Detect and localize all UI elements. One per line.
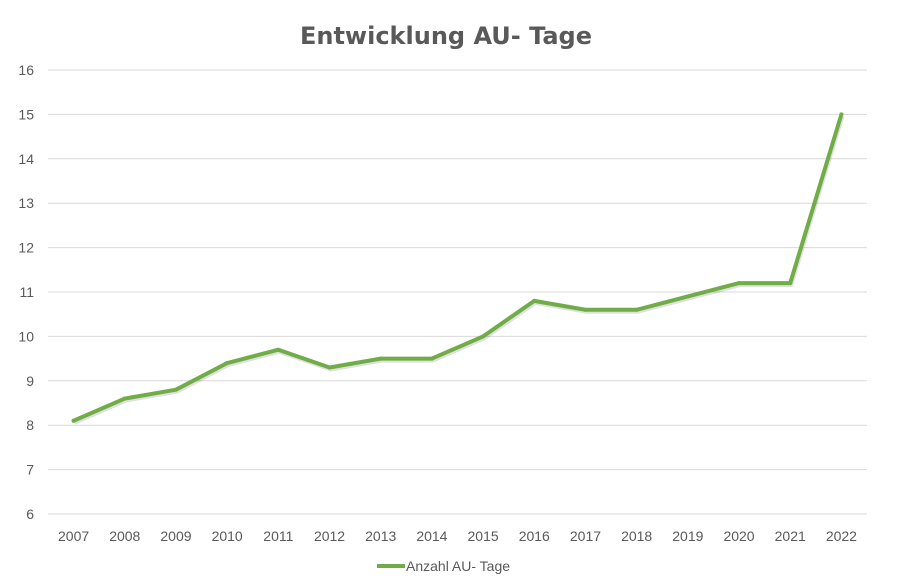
x-tick-label: 2020 (723, 528, 754, 544)
x-tick-label: 2012 (314, 528, 345, 544)
y-tick-label: 10 (18, 328, 34, 344)
y-tick-label: 8 (26, 417, 34, 433)
series-line-shadow (73, 115, 845, 425)
x-tick-label: 2022 (826, 528, 857, 544)
y-tick-label: 11 (19, 284, 34, 300)
data-point (583, 307, 588, 312)
x-tick-label: 2008 (109, 528, 140, 544)
data-point (225, 361, 230, 366)
data-point (481, 334, 486, 339)
y-tick-label: 16 (18, 62, 34, 78)
x-tick-label: 2007 (58, 528, 89, 544)
x-tick-label: 2018 (621, 528, 652, 544)
data-point (532, 298, 537, 303)
y-tick-label: 7 (26, 462, 34, 478)
data-point (685, 294, 690, 299)
x-tick-label: 2011 (263, 528, 293, 544)
chart-title: Entwicklung AU- Tage (300, 22, 592, 50)
y-tick-label: 15 (18, 106, 34, 122)
data-point (276, 347, 281, 352)
y-tick-label: 12 (18, 240, 34, 256)
legend: Anzahl AU- Tage (377, 558, 510, 574)
series-group (71, 112, 845, 425)
x-tick-label: 2016 (519, 528, 550, 544)
data-point (122, 396, 127, 401)
x-tick-label: 2019 (672, 528, 703, 544)
x-tick-label: 2015 (468, 528, 499, 544)
series-line (71, 112, 844, 423)
y-axis-ticks: 6 7 8 9 10 11 12 13 14 15 16 (18, 62, 34, 522)
y-tick-label: 9 (26, 373, 34, 389)
data-point (737, 281, 742, 286)
x-tick-label: 2017 (570, 528, 601, 544)
data-point (634, 307, 639, 312)
x-tick-label: 2014 (416, 528, 447, 544)
y-tick-label: 14 (18, 151, 34, 167)
data-point (839, 112, 844, 117)
y-tick-label: 13 (18, 195, 34, 211)
legend-label: Anzahl AU- Tage (406, 558, 510, 574)
x-tick-label: 2021 (775, 528, 806, 544)
x-tick-label: 2010 (212, 528, 243, 544)
gridlines (48, 69, 867, 515)
data-point (429, 356, 434, 361)
data-point (378, 356, 383, 361)
x-tick-label: 2009 (160, 528, 191, 544)
data-point (788, 281, 793, 286)
data-point (327, 365, 332, 370)
x-axis-ticks: 2007 2008 2009 2010 2011 2012 2013 2014 2015 2016… (58, 528, 857, 544)
data-point (173, 387, 178, 392)
y-tick-label: 6 (26, 506, 34, 522)
x-tick-label: 2013 (365, 528, 396, 544)
data-point (71, 418, 76, 423)
